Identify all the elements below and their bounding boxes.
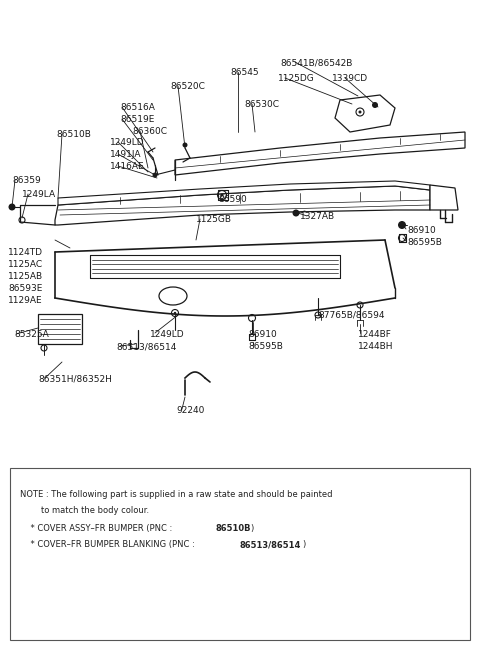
Text: NOTE : The following part is supplied in a raw state and should be painted: NOTE : The following part is supplied in… — [20, 490, 333, 499]
Text: 86351H/86352H: 86351H/86352H — [38, 374, 112, 383]
Text: 86530C: 86530C — [244, 100, 279, 109]
Circle shape — [398, 221, 406, 229]
Text: 86510B: 86510B — [56, 130, 91, 139]
Circle shape — [9, 204, 15, 210]
Text: 1125GB: 1125GB — [196, 215, 232, 224]
Polygon shape — [58, 181, 430, 205]
Polygon shape — [430, 185, 458, 210]
Bar — [38, 314, 82, 344]
Text: 86545: 86545 — [230, 68, 259, 77]
Circle shape — [174, 312, 176, 314]
Text: 1339CD: 1339CD — [332, 74, 368, 83]
Text: 86593E: 86593E — [8, 284, 42, 293]
Text: 1491JA: 1491JA — [110, 150, 142, 159]
Text: 86513/86514: 86513/86514 — [116, 342, 176, 351]
Text: 86910: 86910 — [248, 330, 277, 339]
Text: 86595B: 86595B — [407, 238, 442, 247]
Text: 86359: 86359 — [12, 176, 41, 185]
Text: 86516A: 86516A — [120, 103, 155, 112]
Text: 1244BH: 1244BH — [358, 342, 394, 351]
Text: * COVER–FR BUMPER BLANKING (PNC :: * COVER–FR BUMPER BLANKING (PNC : — [20, 540, 197, 549]
Circle shape — [153, 172, 157, 178]
Text: 1129AE: 1129AE — [8, 296, 43, 305]
Polygon shape — [55, 186, 430, 225]
Text: to match the body colour.: to match the body colour. — [20, 506, 149, 515]
Text: 1249LA: 1249LA — [22, 190, 56, 199]
Polygon shape — [175, 132, 465, 175]
Text: 1125AC: 1125AC — [8, 260, 43, 269]
Text: 1249LD: 1249LD — [150, 330, 185, 339]
Text: 1327AB: 1327AB — [300, 212, 335, 221]
Circle shape — [182, 143, 188, 147]
Text: 86910: 86910 — [407, 226, 436, 235]
Text: ): ) — [250, 524, 253, 533]
Text: 86590: 86590 — [218, 195, 247, 204]
Text: 1125DG: 1125DG — [278, 74, 315, 83]
Text: 86513/86514: 86513/86514 — [240, 540, 301, 549]
Text: 86595B: 86595B — [248, 342, 283, 351]
Text: 86541B/86542B: 86541B/86542B — [280, 58, 352, 67]
Text: 86510B: 86510B — [216, 524, 252, 533]
Text: ): ) — [302, 540, 305, 549]
Text: 92240: 92240 — [176, 406, 204, 415]
Bar — [10, 468, 470, 640]
Text: 1244BF: 1244BF — [358, 330, 392, 339]
Text: 86519E: 86519E — [120, 115, 155, 124]
Text: 87765B/86594: 87765B/86594 — [318, 310, 384, 319]
Text: 86520C: 86520C — [170, 82, 205, 91]
Circle shape — [359, 111, 361, 113]
Circle shape — [220, 193, 224, 196]
Text: 85325A: 85325A — [14, 330, 49, 339]
Text: 86360C: 86360C — [132, 127, 167, 136]
Text: 1124TD: 1124TD — [8, 248, 43, 257]
Circle shape — [292, 210, 300, 217]
Text: * COVER ASSY–FR BUMPER (PNC :: * COVER ASSY–FR BUMPER (PNC : — [20, 524, 175, 533]
Text: 1249LD: 1249LD — [110, 138, 144, 147]
Circle shape — [372, 102, 378, 108]
Text: 1416AE: 1416AE — [110, 162, 144, 171]
Polygon shape — [335, 95, 395, 132]
Text: 1125AB: 1125AB — [8, 272, 43, 281]
